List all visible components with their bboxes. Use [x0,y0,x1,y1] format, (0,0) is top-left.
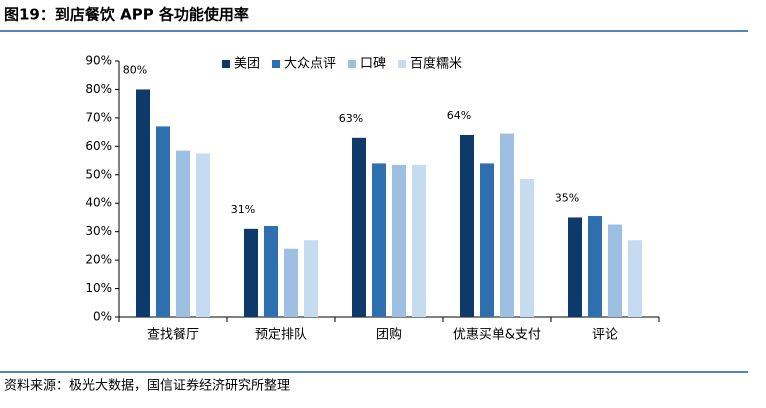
data-label: 35% [555,191,579,204]
y-tick-label: 40% [85,196,112,210]
legend-swatch [222,60,230,68]
x-tick-label: 团购 [376,327,402,343]
bar [460,134,474,317]
legend-swatch [348,60,357,68]
legend-swatch [398,60,407,68]
data-label: 80% [123,63,147,76]
legend-label: 大众点评 [284,57,336,72]
y-tick-label: 10% [85,281,112,295]
y-tick-label: 20% [85,253,112,267]
legend-label: 口碑 [360,56,386,72]
data-label: 63% [339,112,363,125]
x-tick-label: 预定排队 [255,328,307,343]
bar [392,164,406,317]
bar [520,179,534,317]
bar [588,216,602,317]
chart-title: 图19：到店餐饮 APP 各功能使用率 [4,6,249,24]
y-tick-label: 90% [85,54,112,68]
legend-label: 百度糯米 [410,56,462,72]
bar [372,163,386,317]
bar [136,89,150,317]
y-tick-label: 30% [85,224,112,238]
bar [480,163,494,317]
y-tick-label: 60% [85,139,112,153]
source-note: 资料来源：极光大数据，国信证券经济研究所整理 [4,378,290,394]
bar [196,153,210,317]
x-tick-label: 评论 [592,328,618,343]
bar [568,217,582,317]
legend-swatch [272,60,281,68]
data-label: 31% [231,203,255,216]
bar [244,228,258,317]
bar [156,126,170,317]
y-tick-label: 80% [85,82,112,96]
bar [304,240,318,317]
x-tick-label: 查找餐厅 [147,327,199,343]
bar [176,150,190,317]
x-tick-label: 优惠买单&支付 [453,328,541,343]
y-tick-label: 70% [85,110,112,124]
bar [264,225,278,317]
bar [352,137,366,317]
legend-label: 美团 [234,57,260,72]
bar [628,240,642,317]
y-tick-label: 0% [93,310,112,324]
bar [500,133,514,317]
bar [608,224,622,317]
y-tick-label: 50% [85,167,112,181]
bar [412,164,426,317]
bar [284,248,298,317]
data-label: 64% [447,109,471,122]
